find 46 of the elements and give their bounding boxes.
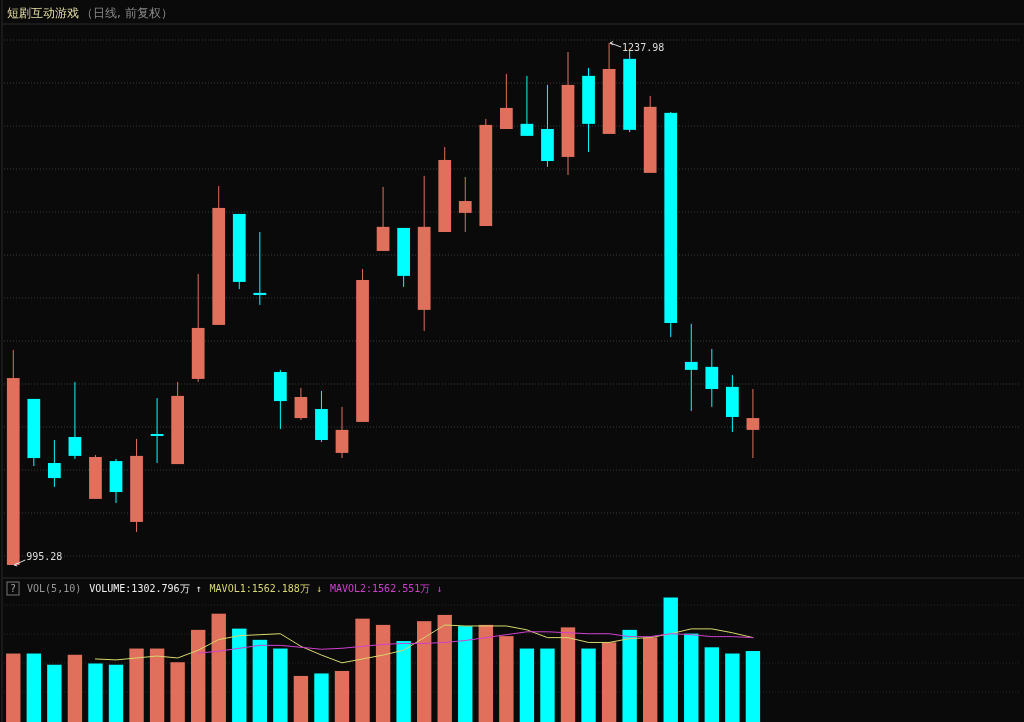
bar xyxy=(478,624,494,722)
bar xyxy=(211,613,226,722)
bar xyxy=(725,653,740,722)
bar xyxy=(437,614,452,722)
bar xyxy=(581,648,596,722)
annotation: 1237.98 xyxy=(622,42,665,53)
bar xyxy=(129,648,144,722)
bar xyxy=(560,627,576,722)
bar xyxy=(704,647,720,722)
bar xyxy=(622,629,637,722)
bar xyxy=(355,618,370,722)
bar xyxy=(663,597,678,722)
bar xyxy=(273,648,288,722)
bar xyxy=(334,670,350,722)
text: MAVOL1:1562.188万 ↓ xyxy=(209,583,322,594)
text: VOL(5,10) xyxy=(27,583,82,594)
bar xyxy=(458,626,473,722)
chart-subtitle: （日线, 前复权） xyxy=(81,6,173,20)
bar xyxy=(108,664,124,722)
bar xyxy=(67,654,83,722)
bar xyxy=(232,628,247,722)
bar xyxy=(47,664,62,722)
bar xyxy=(6,653,21,722)
bar xyxy=(88,663,103,722)
bar xyxy=(499,636,514,722)
bar xyxy=(149,648,165,722)
bar xyxy=(519,648,535,722)
text: ? xyxy=(10,583,17,594)
bar xyxy=(314,673,329,722)
bar xyxy=(416,621,432,722)
chart-title: 短剧互动游戏 xyxy=(7,6,79,20)
bar xyxy=(396,641,411,722)
bar xyxy=(642,637,658,722)
bar xyxy=(190,629,206,722)
text: VOLUME:1302.796万 ↑ xyxy=(89,583,202,594)
bar xyxy=(375,624,391,722)
bar xyxy=(601,642,617,722)
bar xyxy=(540,648,555,722)
text: MAVOL2:1562.551万 ↓ xyxy=(329,583,443,594)
annotation: 995.28 xyxy=(26,551,63,562)
bar xyxy=(293,675,309,722)
bar xyxy=(170,662,185,722)
bar xyxy=(745,651,761,722)
bar xyxy=(684,633,699,722)
bar xyxy=(26,653,42,722)
bar xyxy=(252,639,268,722)
